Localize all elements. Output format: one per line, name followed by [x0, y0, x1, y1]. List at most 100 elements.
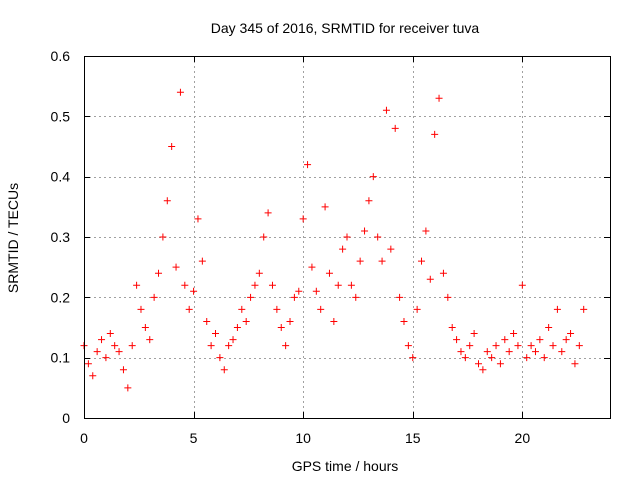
data-point — [299, 215, 307, 223]
data-point — [194, 215, 202, 223]
data-point — [475, 360, 482, 368]
x-tick-label: 5 — [190, 430, 198, 446]
data-point — [369, 173, 377, 181]
data-point — [176, 88, 184, 96]
data-point — [523, 354, 531, 362]
data-point — [137, 305, 145, 313]
data-point — [343, 233, 351, 241]
data-point — [264, 209, 272, 217]
data-point — [549, 342, 557, 350]
data-point — [400, 317, 408, 325]
data-point — [352, 293, 360, 301]
data-point — [190, 287, 198, 295]
data-point — [181, 281, 189, 289]
data-point — [418, 257, 426, 265]
data-point — [361, 227, 369, 235]
data-point — [102, 354, 110, 362]
data-point — [163, 197, 171, 205]
data-point — [89, 372, 97, 380]
data-point — [382, 106, 390, 114]
data-point — [545, 324, 553, 331]
y-tick-label: 0.1 — [51, 350, 71, 366]
data-point — [106, 330, 114, 338]
data-point — [391, 124, 399, 132]
data-point — [387, 245, 395, 253]
data-point — [334, 281, 342, 289]
data-point — [317, 305, 325, 313]
data-point — [207, 342, 215, 350]
data-point — [308, 263, 316, 271]
data-point — [133, 281, 141, 289]
data-point — [242, 317, 250, 325]
data-point — [461, 354, 469, 362]
data-point — [229, 336, 237, 344]
data-point — [413, 305, 421, 313]
data-point — [312, 287, 320, 295]
data-point — [295, 287, 303, 295]
data-point — [558, 348, 566, 356]
data-point — [251, 281, 259, 289]
data-point — [111, 342, 119, 350]
data-point — [321, 203, 329, 211]
data-point — [540, 354, 548, 362]
data-point — [128, 342, 136, 350]
y-tick-label: 0.3 — [51, 229, 71, 245]
data-point — [356, 257, 364, 265]
data-point — [527, 342, 535, 350]
data-point — [431, 130, 439, 138]
data-point — [286, 317, 294, 325]
data-point — [255, 269, 263, 277]
data-point — [98, 336, 106, 344]
y-tick-labels: 0 0.1 0.2 0.3 0.4 0.5 0.6 — [51, 48, 71, 426]
data-point — [553, 305, 561, 313]
y-axis-label: SRMTID / TECUs — [5, 183, 21, 293]
data-point — [290, 293, 298, 301]
data-point — [365, 197, 373, 205]
y-tick-label: 0.5 — [51, 108, 71, 124]
data-point — [185, 305, 193, 313]
data-point — [374, 233, 382, 241]
data-point — [203, 317, 211, 325]
data-point — [119, 366, 127, 374]
data-point — [168, 143, 176, 150]
data-point — [470, 330, 478, 338]
y-tick-label: 0.4 — [51, 169, 71, 185]
chart-title: Day 345 of 2016, SRMTID for receiver tuv… — [211, 20, 480, 36]
data-point — [562, 336, 570, 344]
data-point — [84, 360, 92, 368]
data-point — [115, 348, 123, 356]
data-point — [212, 330, 219, 338]
data-point — [141, 324, 149, 331]
data-point — [479, 366, 487, 374]
data-point — [580, 305, 588, 313]
x-tick-label: 20 — [515, 430, 531, 446]
data-point — [378, 257, 386, 265]
data-point — [514, 342, 522, 350]
x-tick-label: 0 — [80, 430, 88, 446]
data-point — [216, 354, 224, 362]
data-point — [409, 354, 417, 362]
y-tick-label: 0 — [62, 410, 70, 426]
data-point — [330, 317, 338, 325]
data-point — [488, 354, 496, 362]
data-point — [273, 305, 281, 313]
x-tick-label: 10 — [295, 430, 311, 446]
data-point — [501, 336, 509, 344]
data-point — [457, 348, 465, 356]
data-point — [282, 342, 290, 350]
data-point — [422, 227, 430, 235]
data-point — [505, 348, 513, 356]
y-tick-label: 0.6 — [51, 48, 71, 64]
data-point — [448, 324, 456, 331]
data-point — [439, 269, 447, 277]
data-point — [247, 293, 255, 301]
data-point — [531, 348, 539, 356]
data-point — [466, 342, 474, 350]
data-point — [404, 342, 412, 350]
data-point — [496, 360, 504, 368]
data-point — [567, 330, 575, 338]
data-point — [575, 342, 583, 350]
data-point — [510, 330, 518, 338]
data-points — [80, 88, 588, 392]
